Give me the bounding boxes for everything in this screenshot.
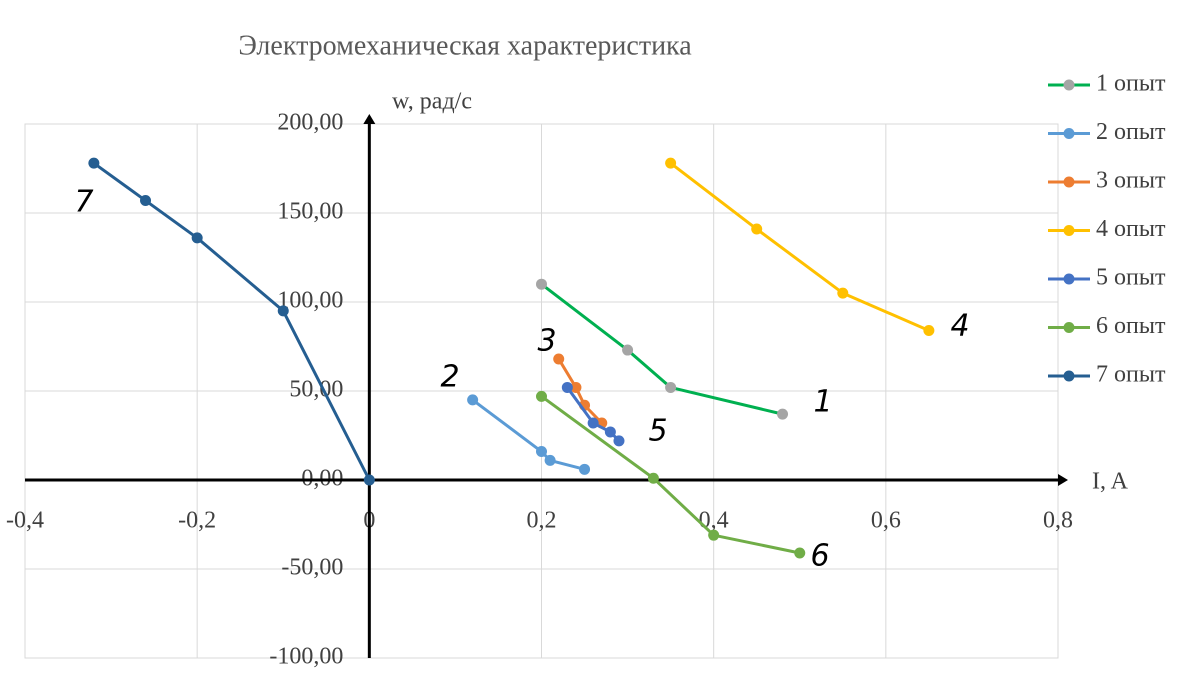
data-point: [536, 390, 547, 402]
data-point: [647, 472, 659, 484]
legend-marker: [1063, 79, 1075, 91]
legend-label: 6 опыт: [1096, 313, 1166, 339]
y-axis-arrow: [363, 114, 376, 124]
series-line: [540, 283, 783, 416]
data-point: [544, 454, 556, 466]
data-point: [777, 408, 789, 420]
chart-title: Электромеханическая характеристика: [238, 30, 692, 61]
data-point: [140, 195, 152, 207]
data-point: [587, 417, 599, 429]
y-axis-label: w, рад/с: [392, 89, 472, 115]
annotation: 7: [74, 185, 93, 220]
legend-label: 4 опыт: [1096, 216, 1166, 242]
data-point: [613, 435, 625, 447]
data-point: [467, 394, 479, 406]
series-line: [471, 398, 585, 471]
series-line: [669, 161, 930, 332]
series-line: [540, 395, 801, 555]
legend-marker: [1063, 370, 1075, 382]
x-axis-label: I, A: [1092, 469, 1129, 495]
legend-label: 5 опыт: [1096, 265, 1166, 291]
annotation: 1: [813, 385, 832, 420]
legend-marker: [1063, 176, 1075, 188]
data-point: [363, 474, 375, 486]
annotation: 2: [440, 360, 459, 395]
y-tick-label: -50,00: [281, 555, 343, 581]
annotation: 4: [950, 309, 969, 344]
x-tick-label: 0,6: [871, 508, 901, 534]
data-point: [277, 305, 289, 317]
y-tick-label: -100,00: [269, 644, 343, 670]
legend-marker: [1063, 225, 1075, 236]
data-point: [604, 426, 616, 438]
x-tick-label: -0,2: [178, 508, 216, 534]
data-point: [536, 446, 547, 458]
data-point: [553, 353, 565, 365]
legend-marker: [1063, 128, 1075, 139]
legend-label: 2 опыт: [1096, 119, 1166, 145]
data-point: [923, 324, 935, 336]
annotation: 6: [810, 539, 829, 574]
y-tick-label: 50,00: [289, 377, 343, 403]
data-point: [665, 381, 677, 393]
legend-marker: [1063, 273, 1075, 285]
annotation: 5: [648, 414, 667, 449]
data-point: [622, 344, 634, 356]
data-point: [191, 232, 203, 244]
y-tick-label: 200,00: [277, 110, 343, 136]
x-axis-arrow: [1058, 474, 1068, 486]
data-point: [665, 157, 677, 169]
annotation: 3: [537, 324, 556, 359]
data-point: [579, 463, 591, 475]
data-point: [794, 547, 806, 559]
legend-label: 7 опыт: [1096, 362, 1166, 388]
data-point: [570, 381, 582, 393]
x-tick-label: 0,8: [1043, 508, 1073, 534]
data-point: [88, 157, 100, 169]
data-point: [837, 287, 849, 299]
data-point: [751, 223, 763, 235]
legend-label: 3 опыт: [1096, 168, 1166, 194]
legend-marker: [1063, 322, 1075, 333]
x-tick-label: -0,4: [6, 508, 44, 534]
x-tick-label: 0,2: [527, 508, 557, 534]
data-point: [708, 529, 720, 541]
y-tick-label: 150,00: [277, 199, 343, 225]
series-line: [557, 358, 603, 425]
x-tick-label: 0,4: [699, 508, 729, 534]
data-point: [561, 381, 573, 393]
series-line: [566, 386, 621, 442]
legend-label: 1 опыт: [1096, 71, 1166, 97]
data-point: [536, 278, 547, 290]
